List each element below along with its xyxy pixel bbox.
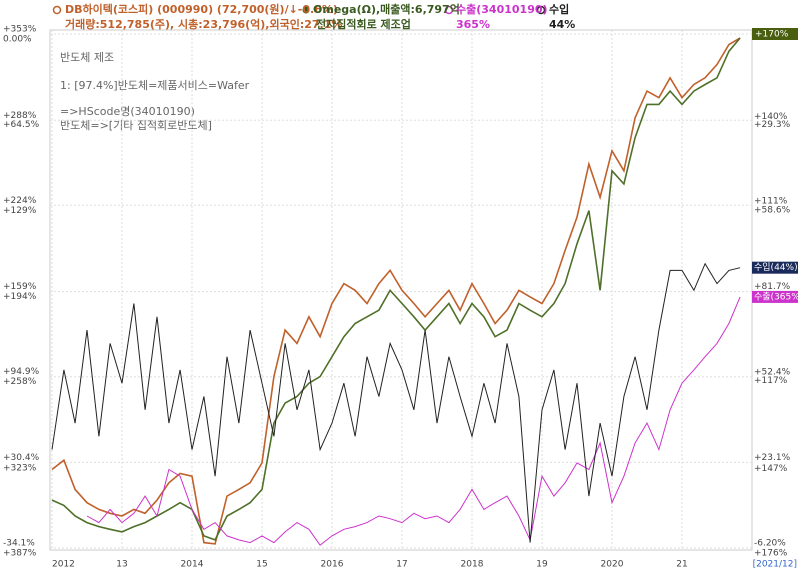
end-label: 수출(365%) — [754, 291, 800, 302]
top-value-box — [752, 28, 798, 40]
y2-tick-label: +258% — [3, 377, 37, 387]
legend-label: Omega(Ω),매출액:6,797억 — [313, 2, 460, 16]
annotation: =>HScode명(34010190) — [60, 105, 195, 118]
right-y2-tick-label: +147% — [754, 464, 788, 474]
right-y2-tick-label: +176% — [754, 549, 788, 559]
right-tick-label: -6.20% — [754, 539, 786, 549]
y-tick-label: +353% — [3, 25, 37, 35]
legend-detail: 거래량:512,785(주), 시총:23,796(억),외국인:27.1% — [65, 17, 342, 31]
right-y2-tick-label: +29.3% — [754, 120, 791, 130]
x-tick-label: 17 — [396, 560, 407, 570]
x-tick-label: 2020 — [601, 560, 624, 570]
y-tick-label: +288% — [3, 111, 37, 121]
right-tick-label: +52.4% — [754, 368, 791, 378]
y-tick-label: -34.1% — [3, 539, 35, 549]
period-label: [2021/12] — [753, 560, 797, 570]
annotation: 반도체 제조 — [60, 51, 114, 64]
y-tick-label: +159% — [3, 282, 37, 292]
y2-tick-label: +194% — [3, 292, 37, 302]
series-line — [51, 262, 741, 543]
plot-frame — [49, 29, 753, 551]
x-tick-label: 2018 — [461, 560, 484, 570]
series-line — [51, 37, 741, 545]
y-tick-label: +30.4% — [3, 453, 40, 463]
y2-tick-label: 0.00% — [3, 35, 32, 45]
y2-tick-label: +64.5% — [3, 120, 40, 130]
series-line — [86, 296, 741, 546]
x-tick-label: 13 — [116, 560, 127, 570]
x-tick-label: 15 — [256, 560, 267, 570]
x-tick-label: 19 — [536, 560, 548, 570]
right-tick-label: +23.1% — [754, 453, 791, 463]
x-tick-label: 21 — [676, 560, 687, 570]
series-line — [51, 37, 741, 541]
y2-tick-label: +387% — [3, 549, 37, 559]
legend-symbol — [444, 5, 454, 15]
right-tick-label: +140% — [754, 112, 788, 122]
y2-tick-label: +129% — [3, 206, 37, 216]
legend-detail: 전자집적회로 제조업 — [316, 17, 411, 31]
x-tick-label: 2016 — [321, 560, 344, 570]
right-y2-tick-label: +117% — [754, 376, 788, 386]
annotation: 1: [97.4%]반도체=제품서비스=Wafer — [60, 79, 250, 92]
legend-detail: 365% — [456, 18, 490, 31]
legend-symbol — [52, 5, 62, 15]
legend-label: 수입 — [549, 3, 569, 16]
legend-symbol — [536, 5, 546, 15]
x-tick-label: 2012 — [52, 560, 75, 570]
annotation: 반도체=>[기타 집적회로반도체] — [60, 119, 212, 132]
y-tick-label: +94.9% — [3, 367, 40, 377]
legend-label: DB하이텍(코스피) (000990) (72,700(원)/↓-0.6%) — [65, 2, 338, 16]
end-label-box — [752, 261, 798, 274]
legend-symbol — [302, 6, 310, 14]
right-tick-label: +111% — [754, 197, 788, 207]
y2-tick-label: +323% — [3, 463, 37, 473]
end-label: 수입(44%) — [754, 261, 798, 273]
end-label-box — [752, 290, 798, 303]
right-tick-label: +81.7% — [754, 282, 791, 292]
legend-label: 수출(34010190) — [456, 2, 548, 16]
right-tick-label: +170% — [755, 30, 789, 40]
x-tick-label: 2014 — [181, 560, 204, 570]
right-y2-tick-label: +58.6% — [754, 206, 791, 216]
y-tick-label: +224% — [3, 196, 37, 206]
legend-detail: 44% — [549, 18, 575, 31]
